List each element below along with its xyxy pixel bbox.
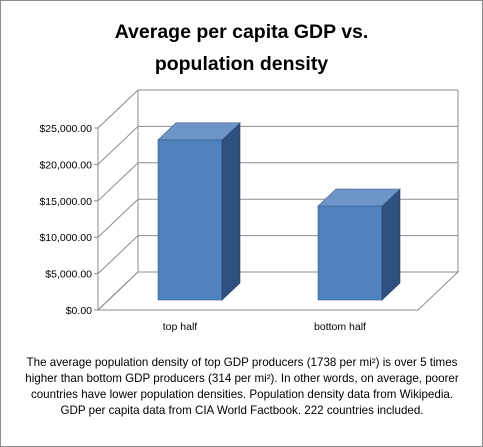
y-tick-label: $10,000.00 (39, 232, 92, 244)
axis-labels: $0.00 $5,000.00 $10,000.00 $15,000.00 $20,00… (39, 123, 366, 333)
bars (157, 122, 401, 301)
x-category-label: bottom half (314, 321, 366, 333)
y-tick-label: $0.00 (66, 305, 92, 317)
bar-top-0 (157, 122, 241, 141)
bar-side-1 (381, 188, 401, 301)
bar-top-1 (317, 188, 401, 207)
y-tick-label: $25,000.00 (39, 123, 92, 135)
x-category-label: top half (163, 321, 198, 333)
gridline-depth (97, 162, 139, 202)
bar-front-1 (317, 205, 383, 301)
chart-caption: The average population density of top GD… (25, 356, 459, 417)
axes (94, 127, 460, 311)
bar-front-0 (157, 139, 223, 301)
y-tick-label: $20,000.00 (39, 159, 92, 171)
gridline-depth (97, 198, 139, 238)
gridlines (97, 89, 459, 311)
bar-side-0 (221, 122, 241, 301)
gridline-depth (97, 235, 139, 274)
floor (96, 271, 460, 311)
chart-title: Average per capita GDP vs. population de… (114, 21, 369, 75)
gridline-depth (97, 89, 139, 129)
y-tick-label: $15,000.00 (39, 196, 92, 208)
y-tick-label: $5,000.00 (45, 269, 92, 281)
gridline-depth (97, 126, 139, 165)
